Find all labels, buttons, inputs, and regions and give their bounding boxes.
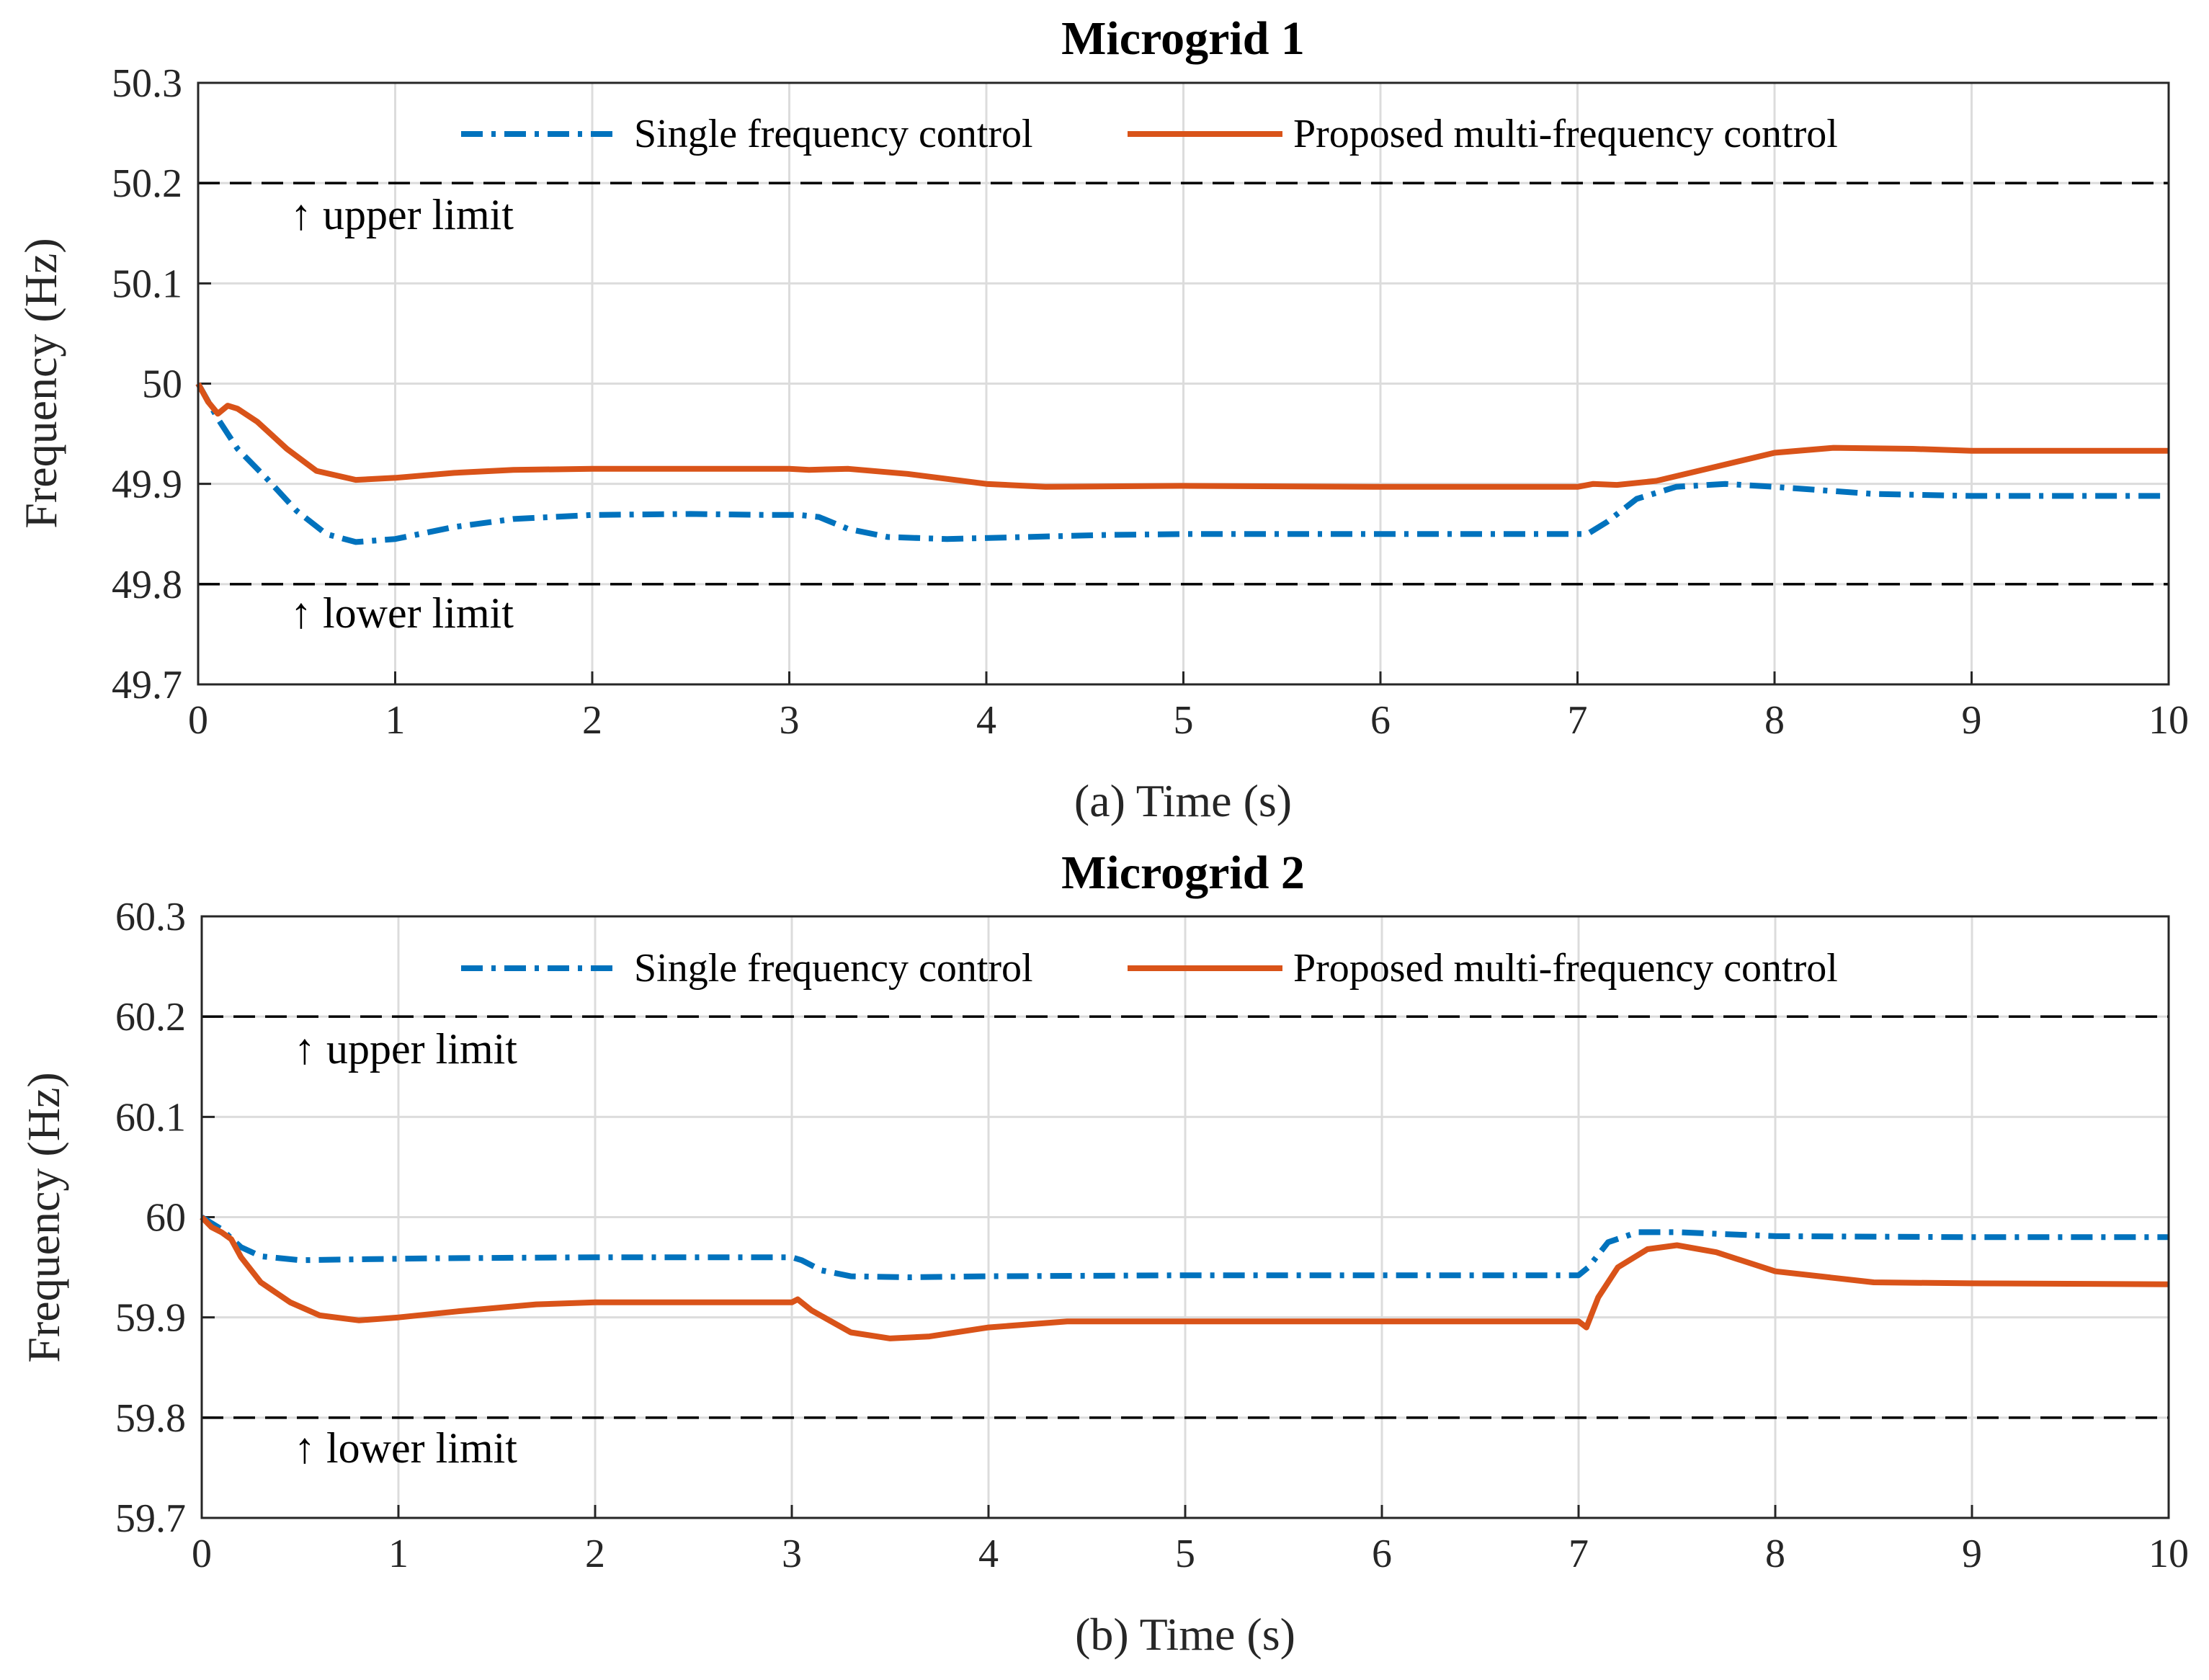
x-tick-label: 4 [978, 1532, 999, 1576]
x-tick-label: 10 [2148, 698, 2189, 743]
y-tick-label: 49.8 [112, 563, 182, 607]
x-axis-label: (a) Time (s) [1074, 775, 1292, 826]
y-tick-label: 50.3 [112, 61, 182, 106]
limit-lines [198, 182, 2169, 586]
legend-label-proposed: Proposed multi-frequency control [1293, 112, 1838, 156]
upper-limit-label: ↑ upper limit [290, 191, 514, 238]
chart-title: Microgrid 2 [1061, 846, 1305, 899]
series-single-frequency [200, 1215, 2169, 1280]
y-tick-label: 59.9 [115, 1296, 186, 1341]
lower-limit-label: ↑ lower limit [290, 589, 514, 637]
series-single-frequency [195, 382, 2169, 545]
y-tick-label: 50 [142, 362, 182, 407]
x-tick-labels: 0 1 2 3 4 5 6 7 8 9 10 [188, 698, 2189, 743]
y-tick-label: 60.1 [115, 1095, 186, 1140]
y-tick-label: 50.1 [112, 262, 182, 306]
x-tick-label: 3 [780, 698, 800, 743]
series-proposed-multi-frequency [200, 1215, 2169, 1341]
series-proposed-multi-frequency [195, 382, 2169, 490]
x-tick-label: 9 [1962, 1532, 1982, 1576]
y-tick-label: 50.2 [112, 161, 182, 206]
legend: Single frequency control Proposed multi-… [461, 112, 1838, 156]
legend-label-proposed: Proposed multi-frequency control [1293, 946, 1838, 991]
y-axis-label: Frequency (Hz) [15, 238, 66, 528]
y-tick-labels: 49.7 49.8 49.9 50 50.1 50.2 50.3 [112, 61, 182, 707]
x-tick-label: 1 [385, 698, 406, 743]
x-axis-label: (b) Time (s) [1075, 1609, 1295, 1660]
x-tick-label: 2 [582, 698, 602, 743]
y-tick-label: 60.2 [115, 995, 186, 1040]
y-tick-label: 59.7 [115, 1496, 186, 1541]
x-tick-label: 5 [1174, 698, 1194, 743]
lower-limit-label: ↑ lower limit [294, 1424, 517, 1472]
y-tick-label: 59.8 [115, 1396, 186, 1441]
chart-microgrid-2: Microgrid 2 0 1 2 3 4 5 6 7 8 9 10 59.7 59.8 59.9 60 6… [18, 846, 2189, 1660]
x-tick-label: 7 [1568, 698, 1588, 743]
data-series [200, 1215, 2169, 1341]
chart-microgrid-1: Microgrid 1 0 1 2 3 4 5 6 7 8 9 10 49.7 49.8 49.9 50 5… [15, 12, 2189, 826]
plot-frame [200, 915, 2170, 1519]
x-tick-labels: 0 1 2 3 4 5 6 7 8 9 10 [192, 1532, 2189, 1576]
x-tick-label: 0 [192, 1532, 212, 1576]
legend-label-single: Single frequency control [634, 112, 1033, 156]
chart-title: Microgrid 1 [1061, 12, 1305, 65]
limit-lines [202, 1015, 2169, 1419]
legend: Single frequency control Proposed multi-… [461, 946, 1838, 991]
y-tick-label: 60 [146, 1196, 186, 1241]
x-tick-label: 5 [1175, 1532, 1195, 1576]
x-tick-label: 2 [585, 1532, 605, 1576]
data-series [195, 382, 2169, 545]
y-tick-labels: 59.7 59.8 59.9 60 60.1 60.2 60.3 [115, 895, 186, 1541]
x-tick-label: 3 [782, 1532, 802, 1576]
upper-limit-label: ↑ upper limit [294, 1025, 517, 1073]
y-tick-label: 60.3 [115, 895, 186, 939]
x-tick-label: 10 [2148, 1532, 2189, 1576]
x-tick-label: 7 [1568, 1532, 1589, 1576]
x-tick-label: 9 [1962, 698, 1982, 743]
y-tick-label: 49.9 [112, 463, 182, 507]
x-tick-label: 6 [1372, 1532, 1392, 1576]
legend-label-single: Single frequency control [634, 946, 1033, 991]
x-tick-label: 8 [1765, 1532, 1785, 1576]
y-tick-label: 49.7 [112, 663, 182, 707]
y-axis-label: Frequency (Hz) [18, 1072, 69, 1362]
x-tick-label: 0 [188, 698, 208, 743]
x-tick-label: 8 [1764, 698, 1785, 743]
x-tick-label: 6 [1370, 698, 1391, 743]
plot-frame [197, 81, 2170, 686]
x-tick-label: 4 [976, 698, 996, 743]
x-tick-label: 1 [388, 1532, 409, 1576]
